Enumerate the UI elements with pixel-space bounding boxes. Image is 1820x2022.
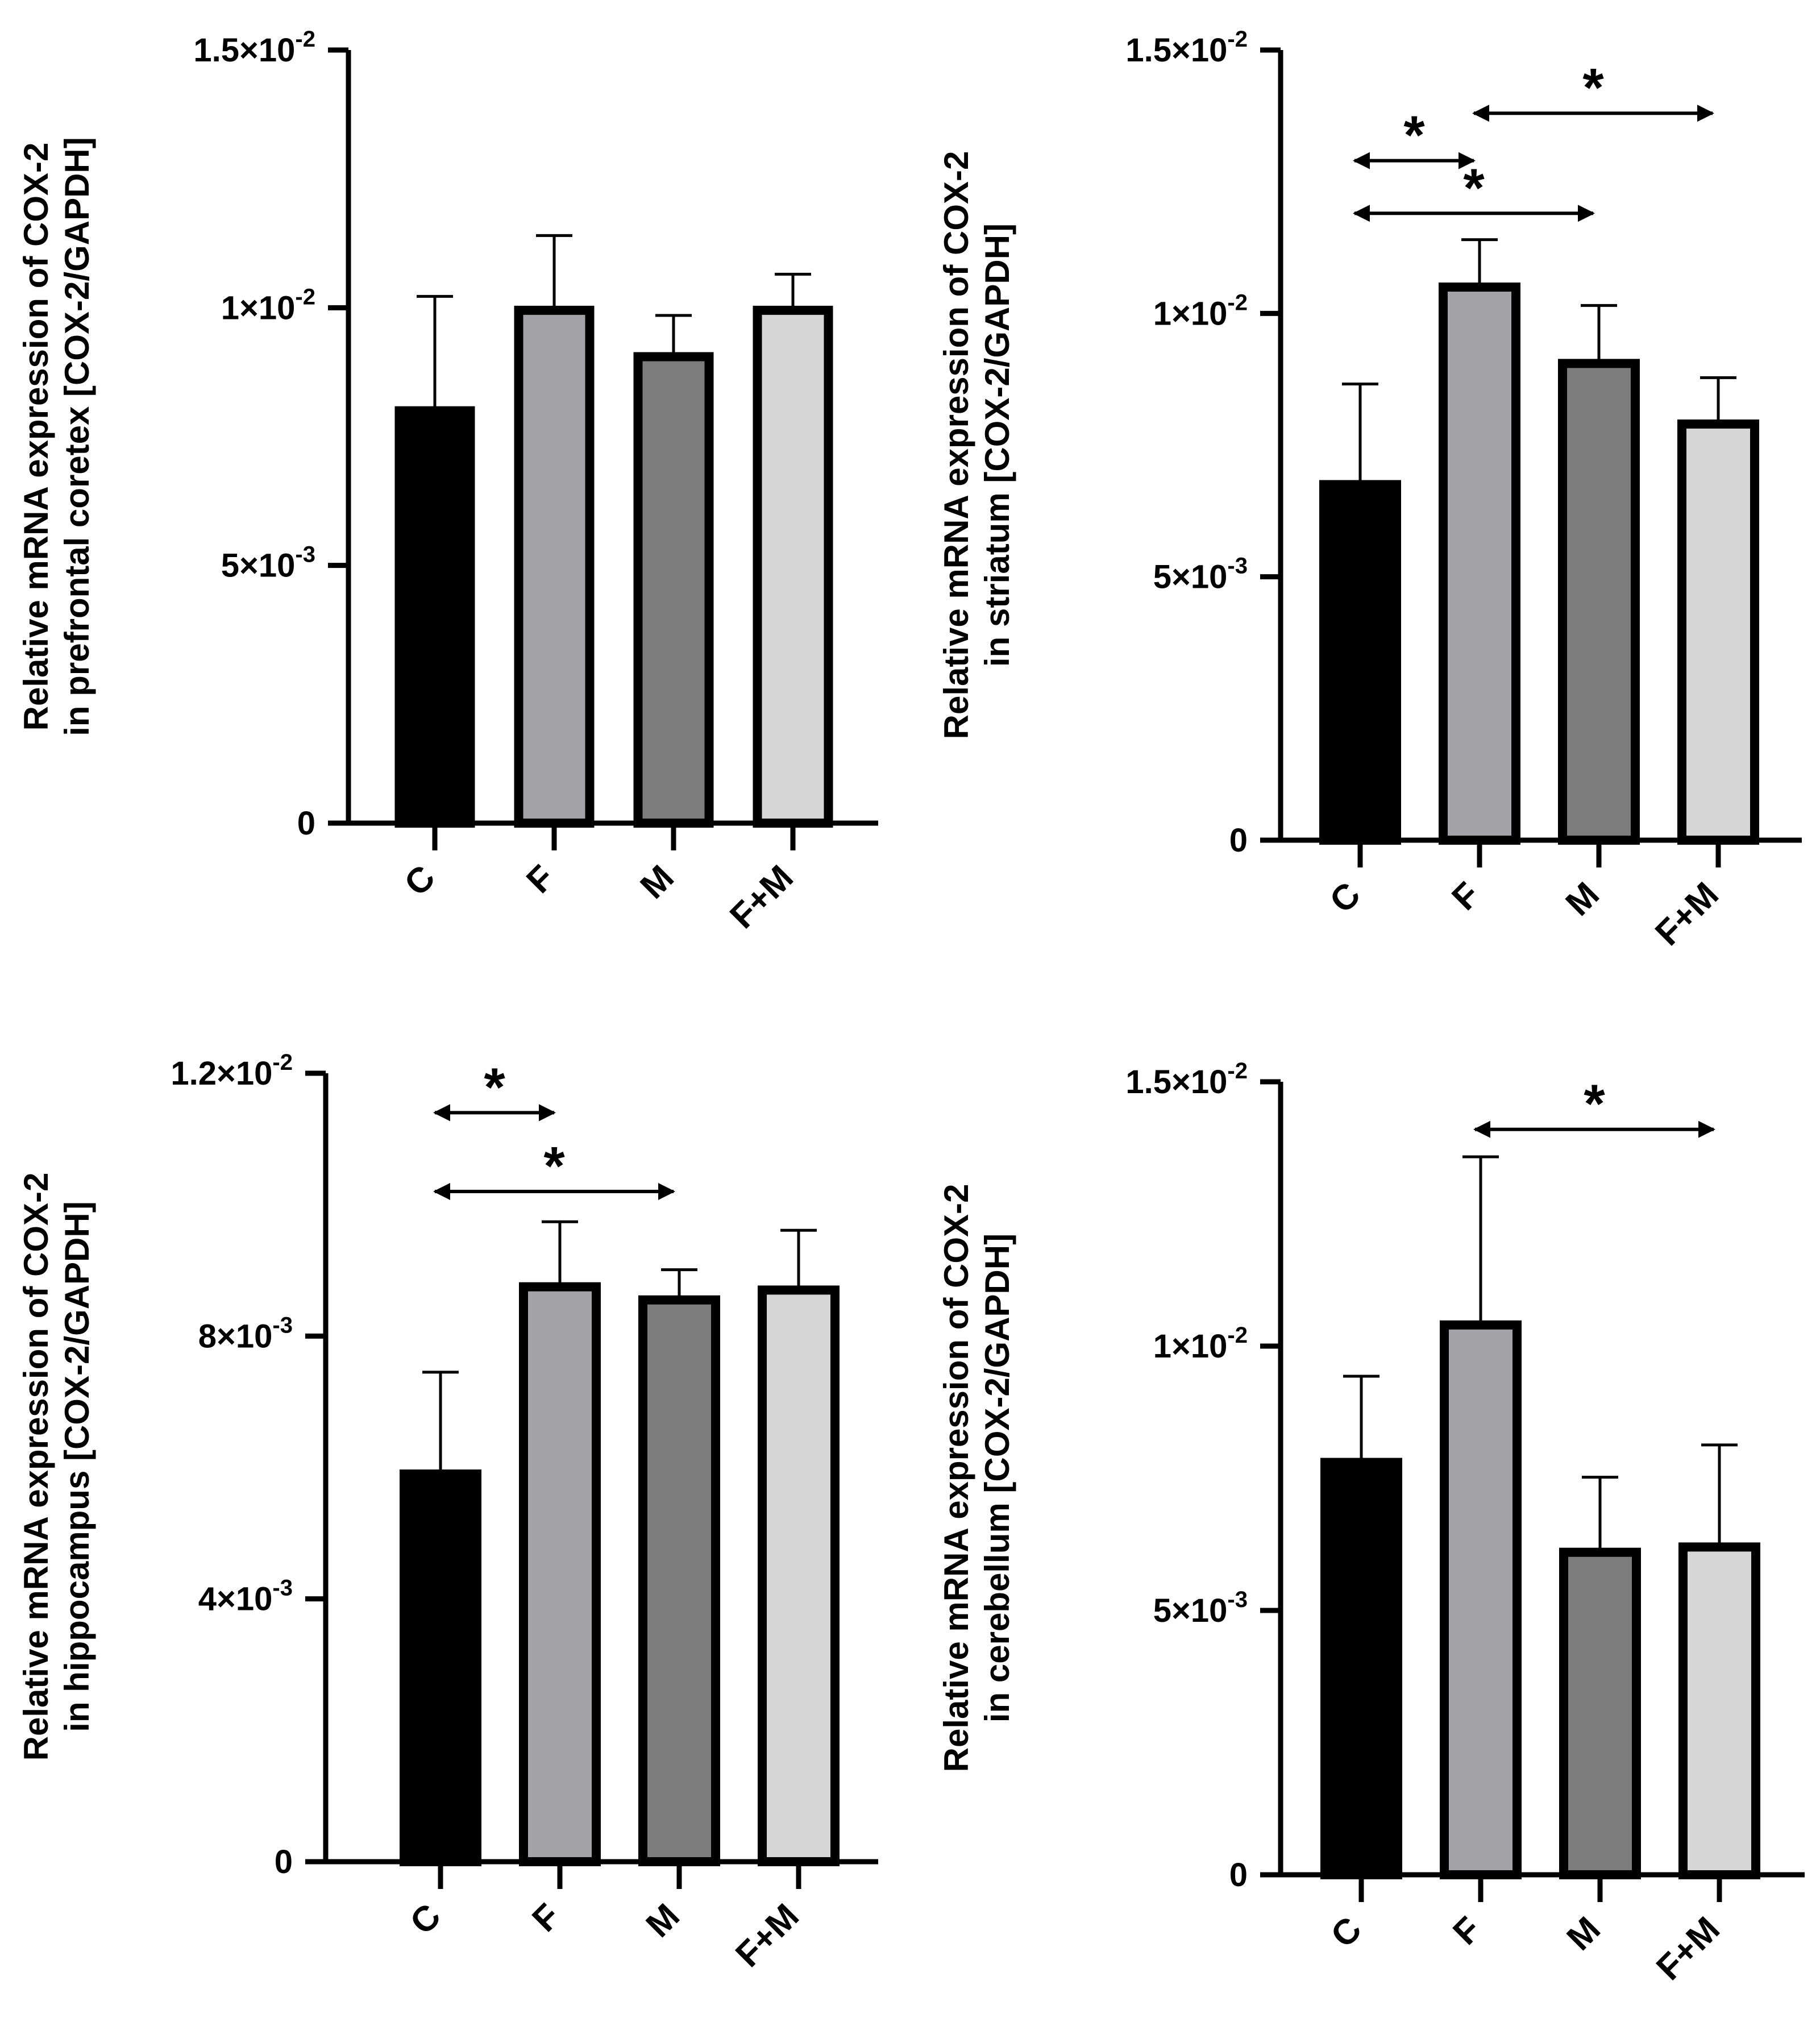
y-tick-label: 1×10-2 bbox=[221, 284, 315, 326]
x-category-label: C bbox=[1323, 1909, 1369, 1955]
x-category-label: M bbox=[633, 858, 682, 906]
x-category-label: F bbox=[1444, 875, 1487, 918]
y-tick-label: 5×10-3 bbox=[1153, 1587, 1248, 1629]
bar-F+M bbox=[758, 1285, 840, 1867]
y-tick-label: 0 bbox=[1229, 1857, 1248, 1894]
bar-M bbox=[633, 352, 714, 828]
x-category-label: M bbox=[1559, 875, 1607, 923]
y-tick-label: 8×10-3 bbox=[198, 1313, 293, 1355]
bar-F bbox=[519, 1282, 601, 1866]
y-axis-title: Relative mRNA expression of COX-2in cere… bbox=[937, 1184, 1016, 1772]
x-category-label: F+M bbox=[1648, 875, 1726, 953]
bar-F+M bbox=[1677, 419, 1759, 845]
y-axis-title: Relative mRNA expression of COX-2in pref… bbox=[17, 137, 96, 736]
significance-star: * bbox=[1403, 105, 1425, 166]
x-category-label: C bbox=[397, 858, 442, 903]
y-tick-label: 1×10-2 bbox=[1153, 1323, 1248, 1365]
chart-panel-top-left: 0 5×10-3 1×10-2 1.5×10-2 C F M F+M Relative mRNA… bbox=[17, 27, 878, 936]
x-category-label: F+M bbox=[722, 858, 801, 936]
y-tick-label: 0 bbox=[297, 805, 315, 842]
x-category-label: F+M bbox=[1649, 1909, 1727, 1988]
x-category-label: C bbox=[1322, 875, 1368, 920]
bar-M bbox=[1558, 359, 1640, 845]
bar-F bbox=[1439, 283, 1520, 845]
significance-star: * bbox=[543, 1136, 565, 1197]
chart-panel-bottom-left: 0 4×10-3 8×10-3 1.2×10-2 C F M F+M Relative mRNA… bbox=[17, 1050, 878, 1975]
significance-star: * bbox=[484, 1057, 505, 1118]
y-axis-title: Relative mRNA expression of COX-2in stri… bbox=[937, 151, 1016, 740]
y-tick-label: 1.2×10-2 bbox=[171, 1050, 293, 1092]
bar-C bbox=[1320, 1458, 1402, 1880]
significance-star: * bbox=[1463, 157, 1485, 218]
x-category-label: C bbox=[402, 1896, 448, 1942]
bar-M bbox=[638, 1295, 720, 1866]
y-tick-label: 4×10-3 bbox=[198, 1576, 293, 1618]
x-category-label: F bbox=[1445, 1909, 1489, 1953]
significance-star: * bbox=[1582, 57, 1604, 118]
bar-C bbox=[1319, 480, 1401, 845]
chart-panel-top-right: 0 5×10-3 1×10-2 1.5×10-2 C F M F+M Relative mRNA… bbox=[937, 27, 1802, 953]
significance-star: * bbox=[1584, 1074, 1605, 1135]
y-tick-label: 1×10-2 bbox=[1153, 290, 1248, 332]
x-category-label: F+M bbox=[728, 1896, 807, 1975]
y-tick-label: 0 bbox=[1229, 822, 1248, 859]
x-category-label: M bbox=[1560, 1909, 1608, 1958]
y-tick-label: 5×10-3 bbox=[1153, 554, 1248, 596]
bar-M bbox=[1559, 1547, 1641, 1879]
chart-panel-bottom-right: 0 5×10-3 1×10-2 1.5×10-2 C F M F+M Relative mRNA… bbox=[937, 1058, 1805, 1988]
x-category-label: M bbox=[639, 1896, 687, 1945]
y-tick-label: 1.5×10-2 bbox=[1125, 1058, 1248, 1101]
x-category-label: F bbox=[525, 1896, 568, 1940]
x-category-label: F bbox=[519, 858, 562, 901]
y-tick-label: 1.5×10-2 bbox=[1125, 27, 1248, 69]
bar-F bbox=[1440, 1320, 1522, 1880]
bar-C bbox=[400, 1469, 481, 1866]
y-tick-label: 0 bbox=[275, 1844, 293, 1880]
y-axis-title: Relative mRNA expression of COX-2in hipp… bbox=[17, 1173, 96, 1761]
bar-F bbox=[514, 305, 595, 828]
bar-F+M bbox=[1678, 1542, 1760, 1879]
bar-C bbox=[394, 406, 475, 828]
bar-F+M bbox=[753, 305, 833, 828]
y-tick-label: 5×10-3 bbox=[221, 542, 315, 584]
y-tick-label: 1.5×10-2 bbox=[193, 27, 315, 69]
